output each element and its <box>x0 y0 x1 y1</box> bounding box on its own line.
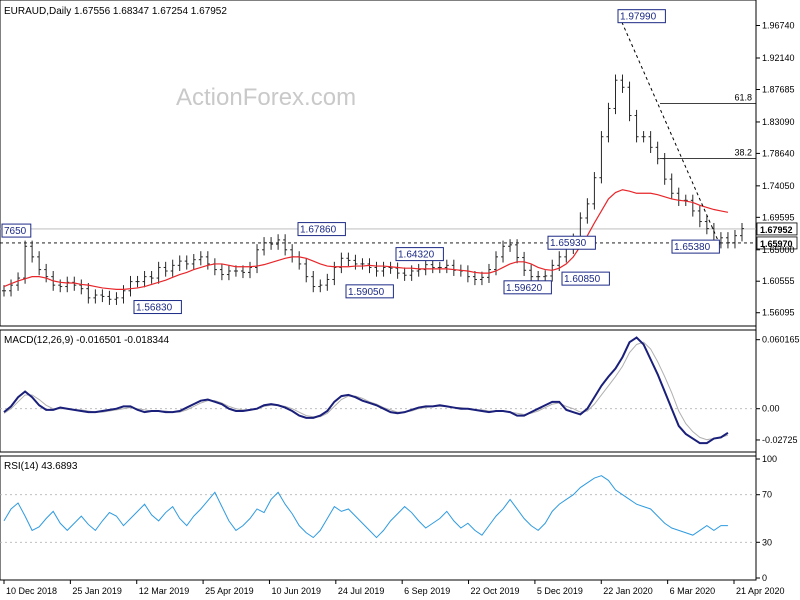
x-tick-label: 10 Dec 2018 <box>6 586 57 596</box>
annotation-box <box>617 9 666 24</box>
fib-level-label: 61.8 <box>734 93 752 103</box>
x-tick-label: 22 Oct 2019 <box>471 586 520 596</box>
annotation-box <box>503 280 552 295</box>
current-price-tag: 1.67952 <box>760 225 793 235</box>
rsi-line <box>3 475 728 539</box>
price-y-tick-label: 1.69595 <box>762 212 795 222</box>
price-y-tick-label: 1.74050 <box>762 181 795 191</box>
annotation-box <box>547 235 596 250</box>
watermark: ActionForex.com <box>176 84 356 111</box>
rsi-title: RSI(14) 43.6893 <box>4 461 78 472</box>
annotation-label: 1.65930 <box>550 238 587 249</box>
x-tick-label: 24 Jul 2019 <box>338 586 385 596</box>
annotation-label: 1.59620 <box>506 283 543 294</box>
x-tick-label: 21 Apr 2020 <box>736 586 785 596</box>
x-tick-label: 22 Jan 2020 <box>603 586 653 596</box>
annotation-label: 1.65380 <box>674 242 711 253</box>
price-y-tick-label: 1.87685 <box>762 84 795 94</box>
macd-y-tick-label: 0.00 <box>762 404 780 414</box>
macd-title: MACD(12,26,9) -0.016501 -0.018344 <box>4 335 170 346</box>
rsi-y-tick-label: 30 <box>762 537 772 547</box>
macd-panel <box>0 329 757 453</box>
x-tick-label: 10 Jun 2019 <box>271 586 321 596</box>
price-panel <box>0 0 757 327</box>
annotation-label: 1.59050 <box>348 287 385 298</box>
annotation-box <box>395 247 444 262</box>
x-tick-label: 12 Mar 2019 <box>139 586 190 596</box>
moving-average-line <box>3 189 729 290</box>
annotation-label: 1.67860 <box>300 225 337 236</box>
annotation-label: 1.64320 <box>398 250 435 261</box>
annotation-box <box>133 300 182 315</box>
annotation-box <box>345 284 394 299</box>
annotation-box <box>1 223 32 238</box>
symbol-header: EURAUD,Daily 1.67556 1.68347 1.67254 1.6… <box>4 6 227 17</box>
price-y-tick-label: 1.60555 <box>762 276 795 286</box>
rsi-y-tick-label: 0 <box>762 573 767 583</box>
price-y-tick-label: 1.78640 <box>762 148 795 158</box>
x-tick-label: 6 Sep 2019 <box>404 586 450 596</box>
annotation-box <box>561 271 610 286</box>
price-y-tick-label: 1.83090 <box>762 117 795 127</box>
macd-y-tick-label: 0.060165 <box>762 335 800 345</box>
fib-level-label: 38.2 <box>734 147 752 157</box>
macd-signal-line <box>3 341 729 441</box>
price-y-tick-label: 1.96740 <box>762 21 795 31</box>
ref-price-tag-box <box>756 236 798 250</box>
ref-price-tag: 1.65970 <box>760 239 793 249</box>
annotation-box <box>671 239 720 254</box>
price-y-tick-label: 1.92140 <box>762 53 795 63</box>
x-tick-label: 25 Jan 2019 <box>72 586 122 596</box>
x-tick-label: 25 Apr 2019 <box>205 586 254 596</box>
annotation-box <box>297 222 346 237</box>
x-tick-label: 6 Mar 2020 <box>670 586 716 596</box>
annotation-label: 7650 <box>4 226 27 237</box>
price-y-tick-label: 1.56095 <box>762 308 795 318</box>
annotation-label: 1.60850 <box>564 274 601 285</box>
rsi-y-tick-label: 70 <box>762 490 772 500</box>
annotation-label: 1.97990 <box>620 12 657 23</box>
macd-y-tick-label: -0.02725 <box>762 435 798 445</box>
rsi-y-tick-label: 100 <box>762 454 777 464</box>
annotation-label: 1.56830 <box>136 303 173 314</box>
macd-line <box>3 336 729 445</box>
x-tick-label: 5 Dec 2019 <box>537 586 583 596</box>
rsi-panel <box>0 455 757 581</box>
current-price-tag-box <box>756 222 798 236</box>
price-y-tick-label: 1.65000 <box>762 245 795 255</box>
